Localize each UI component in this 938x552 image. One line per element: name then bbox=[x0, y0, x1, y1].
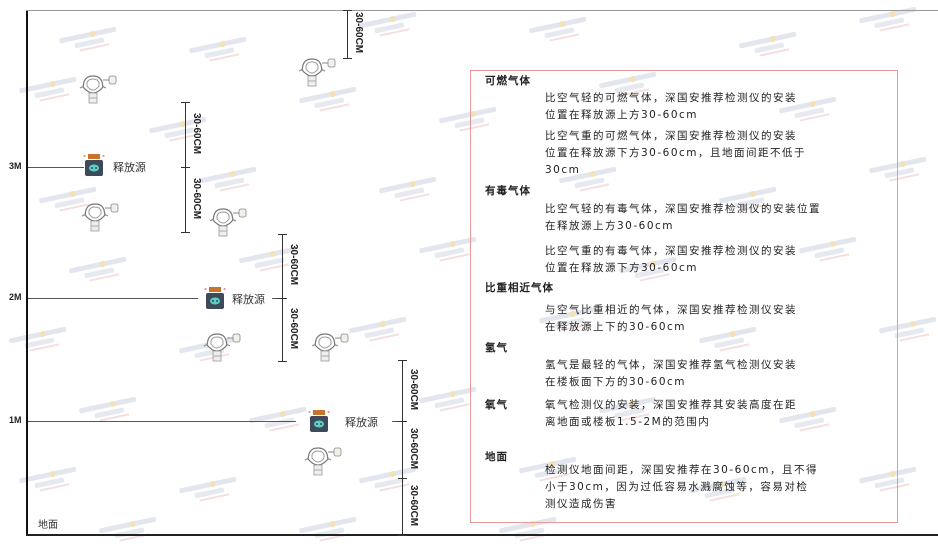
explanation-panel bbox=[470, 70, 898, 523]
dimension-tick bbox=[398, 535, 407, 536]
section-text-line: 比空气重的有毒气体，深国安推荐检测仪的安装 bbox=[545, 245, 797, 257]
release-source-icon bbox=[308, 409, 330, 433]
watermark-logo bbox=[378, 174, 443, 208]
dimension-line bbox=[402, 421, 403, 478]
gas-detector-icon bbox=[310, 332, 352, 362]
section-text-line: 在释放源上下的30-60cm bbox=[545, 321, 687, 333]
dimension-tick bbox=[181, 232, 190, 233]
dimension-tick bbox=[398, 360, 407, 361]
section-text-line: 比空气轻的有毒气体，深国安推荐检测仪的安装位置 bbox=[545, 203, 821, 215]
section-text-line: 在楼板面下方的30-60cm bbox=[545, 376, 687, 388]
dimension-tick bbox=[398, 478, 407, 479]
dimension-line bbox=[185, 102, 186, 167]
dimension-tick bbox=[343, 58, 352, 59]
release-source-icon bbox=[83, 153, 105, 177]
level-2m-label: 2M bbox=[9, 292, 22, 302]
watermark-logo bbox=[358, 9, 423, 43]
dimension-label: 30-60CM bbox=[288, 244, 299, 286]
leader-line bbox=[272, 298, 282, 299]
dimension-label: 30-60CM bbox=[408, 368, 419, 410]
dimension-line bbox=[347, 10, 348, 58]
dimension-line bbox=[402, 478, 403, 535]
level-2m-line bbox=[28, 298, 198, 299]
dimension-tick bbox=[181, 102, 190, 103]
dimension-label: 30-60CM bbox=[408, 427, 419, 469]
section-title: 氢气 bbox=[485, 342, 508, 354]
dimension-label: 30-60CM bbox=[408, 484, 419, 526]
watermark-logo bbox=[198, 164, 263, 198]
gas-detector-icon bbox=[78, 74, 120, 104]
section-text-line: 比空气轻的可燃气体，深国安推荐检测仪的安装 bbox=[545, 92, 797, 104]
level-1m-line bbox=[28, 421, 296, 422]
section-text-line: 与空气比重相近的气体，深国安推荐检测仪安装 bbox=[545, 304, 797, 316]
release-source-label: 释放源 bbox=[113, 161, 146, 174]
watermark-logo bbox=[298, 514, 363, 548]
ceiling-line bbox=[26, 10, 938, 11]
dimension-tick bbox=[181, 167, 190, 168]
dimension-tick bbox=[278, 361, 287, 362]
level-1m-label: 1M bbox=[9, 415, 22, 425]
watermark-logo bbox=[298, 84, 363, 118]
wall-axis bbox=[26, 10, 28, 536]
section-text-line: 在释放源上方30-60cm bbox=[545, 220, 675, 232]
section-text-line: 氢气是最轻的气体，深国安推荐氢气检测仪安装 bbox=[545, 359, 797, 371]
watermark-logo bbox=[8, 324, 73, 358]
floor-line bbox=[26, 534, 938, 536]
section-text-line: 小于30cm，因为过低容易水溅腐蚀等，容易对检 bbox=[545, 481, 809, 493]
section-text-line: 位置在释放源下方30-60cm，且地面间距不低于 bbox=[545, 147, 807, 159]
dimension-line bbox=[185, 167, 186, 232]
release-source-label: 释放源 bbox=[345, 416, 378, 429]
watermark-logo bbox=[18, 464, 83, 498]
watermark-logo bbox=[58, 24, 123, 58]
section-text-line: 离地面或楼板1.5-2M的范围内 bbox=[545, 416, 711, 428]
watermark-logo bbox=[148, 114, 213, 148]
ground-label: 地面 bbox=[38, 520, 58, 531]
gas-detector-icon bbox=[202, 332, 244, 362]
watermark-logo bbox=[98, 514, 163, 548]
watermark-logo bbox=[348, 314, 413, 348]
dimension-tick bbox=[278, 298, 287, 299]
watermark-logo bbox=[528, 14, 593, 48]
dimension-tick bbox=[398, 421, 407, 422]
section-text-line: 位置在释放源下方30-60cm bbox=[545, 262, 699, 274]
dimension-label: 30-60CM bbox=[191, 112, 202, 154]
section-title: 可燃气体 bbox=[485, 75, 531, 87]
dimension-label: 30-60CM bbox=[353, 12, 364, 54]
release-source-icon bbox=[204, 286, 226, 310]
release-source-label: 释放源 bbox=[232, 293, 265, 306]
dimension-line bbox=[402, 360, 403, 421]
section-text-line: 检测仪地面间距，深国安推荐在30-60cm，且不得 bbox=[545, 464, 819, 476]
watermark-logo bbox=[178, 474, 243, 508]
section-text-line: 位置在释放源上方30-60cm bbox=[545, 109, 699, 121]
section-title: 比重相近气体 bbox=[485, 282, 554, 294]
gas-detector-icon bbox=[208, 207, 250, 237]
dimension-label: 30-60CM bbox=[288, 307, 299, 349]
watermark-logo bbox=[18, 74, 83, 108]
level-3m-label: 3M bbox=[9, 161, 22, 171]
section-text-line: 比空气重的可燃气体，深国安推荐检测仪的安装 bbox=[545, 130, 797, 142]
gas-detector-icon bbox=[303, 446, 345, 476]
watermark-logo bbox=[738, 29, 803, 63]
section-title: 地面 bbox=[485, 451, 508, 463]
dimension-tick bbox=[343, 10, 352, 11]
dimension-tick bbox=[278, 234, 287, 235]
gas-detector-icon bbox=[80, 202, 122, 232]
dimension-label: 30-60CM bbox=[191, 177, 202, 219]
section-text-line: 氧气检测仪的安装，深国安推荐其安装高度在距 bbox=[545, 399, 797, 411]
section-text-line: 测仪造成伤害 bbox=[545, 498, 617, 510]
leader-line bbox=[392, 421, 402, 422]
gas-detector-icon bbox=[297, 57, 339, 87]
dimension-line bbox=[282, 298, 283, 361]
watermark-logo bbox=[68, 254, 133, 288]
watermark-logo bbox=[858, 4, 923, 38]
watermark-logo bbox=[78, 394, 143, 428]
dimension-line bbox=[282, 234, 283, 298]
level-3m-line bbox=[28, 167, 84, 168]
watermark-logo bbox=[188, 34, 253, 68]
section-text-line: 30cm bbox=[545, 164, 581, 176]
section-title: 有毒气体 bbox=[485, 185, 531, 197]
section-title: 氧气 bbox=[485, 399, 508, 411]
